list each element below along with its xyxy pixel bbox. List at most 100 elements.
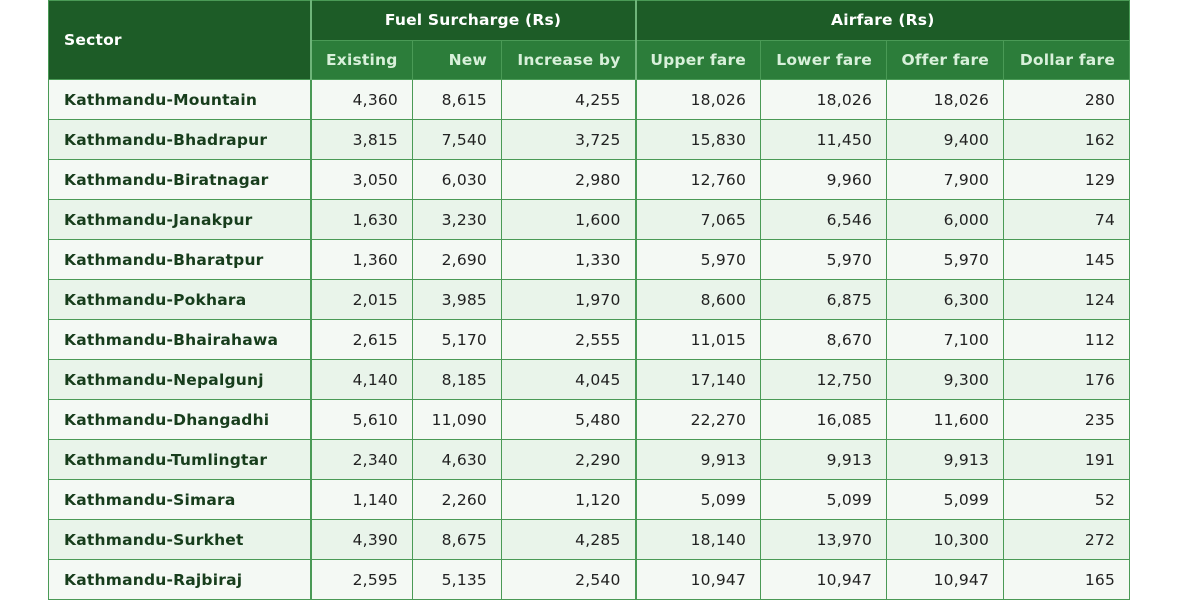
existing-cell: 2,615 [310,319,413,360]
upper-fare-cell: 18,140 [635,519,762,560]
dollar-fare-cell: 162 [1003,119,1131,160]
increase-cell: 1,600 [500,199,637,240]
column-header-increase-by: Increase by [500,39,637,80]
new-cell: 4,630 [412,439,502,480]
increase-cell: 2,980 [500,159,637,200]
sector-cell: Kathmandu-Dhangadhi [48,399,312,440]
table-row: Kathmandu-Tumlingtar 2,340 4,630 2,290 9,913… [48,439,1131,480]
table-body: Kathmandu-Mountain 4,360 8,615 4,255 18,026 1… [48,79,1131,600]
table-header: Sector Fuel Surcharge (Rs) Airfare (Rs) … [48,0,1131,80]
table-row: Kathmandu-Simara 1,140 2,260 1,120 5,099 5,09… [48,479,1131,520]
lower-fare-cell: 10,947 [760,559,888,600]
upper-fare-cell: 11,015 [635,319,762,360]
table-row: Kathmandu-Surkhet 4,390 8,675 4,285 18,140 13… [48,519,1131,560]
offer-fare-cell: 9,300 [886,359,1005,400]
lower-fare-cell: 13,970 [760,519,888,560]
dollar-fare-cell: 129 [1003,159,1131,200]
offer-fare-cell: 18,026 [886,79,1005,120]
column-header-upper-fare: Upper fare [635,39,762,80]
sector-cell: Kathmandu-Bhairahawa [48,319,312,360]
dollar-fare-cell: 191 [1003,439,1131,480]
lower-fare-cell: 18,026 [760,79,888,120]
existing-cell: 2,015 [310,279,413,320]
sector-cell: Kathmandu-Pokhara [48,279,312,320]
table-row: Kathmandu-Bhadrapur 3,815 7,540 3,725 15,830… [48,119,1131,160]
new-cell: 7,540 [412,119,502,160]
existing-cell: 3,050 [310,159,413,200]
upper-fare-cell: 10,947 [635,559,762,600]
upper-fare-cell: 17,140 [635,359,762,400]
sector-cell: Kathmandu-Rajbiraj [48,559,312,600]
increase-cell: 1,330 [500,239,637,280]
upper-fare-cell: 9,913 [635,439,762,480]
upper-fare-cell: 5,099 [635,479,762,520]
lower-fare-cell: 11,450 [760,119,888,160]
sector-cell: Kathmandu-Surkhet [48,519,312,560]
new-cell: 2,690 [412,239,502,280]
new-cell: 3,230 [412,199,502,240]
offer-fare-cell: 5,970 [886,239,1005,280]
increase-cell: 2,290 [500,439,637,480]
offer-fare-cell: 9,913 [886,439,1005,480]
lower-fare-cell: 12,750 [760,359,888,400]
dollar-fare-cell: 145 [1003,239,1131,280]
offer-fare-cell: 7,900 [886,159,1005,200]
new-cell: 8,675 [412,519,502,560]
table-row: Kathmandu-Mountain 4,360 8,615 4,255 18,026 1… [48,79,1131,120]
existing-cell: 4,360 [310,79,413,120]
increase-cell: 4,255 [500,79,637,120]
dollar-fare-cell: 235 [1003,399,1131,440]
upper-fare-cell: 5,970 [635,239,762,280]
increase-cell: 4,285 [500,519,637,560]
lower-fare-cell: 6,875 [760,279,888,320]
existing-cell: 3,815 [310,119,413,160]
offer-fare-cell: 7,100 [886,319,1005,360]
increase-cell: 5,480 [500,399,637,440]
table-row: Kathmandu-Bharatpur 1,360 2,690 1,330 5,970 5… [48,239,1131,280]
column-header-sector: Sector [48,0,312,80]
offer-fare-cell: 6,300 [886,279,1005,320]
dollar-fare-cell: 272 [1003,519,1131,560]
existing-cell: 2,595 [310,559,413,600]
column-header-lower-fare: Lower fare [760,39,888,80]
column-header-existing: Existing [310,39,413,80]
lower-fare-cell: 16,085 [760,399,888,440]
increase-cell: 2,555 [500,319,637,360]
lower-fare-cell: 9,960 [760,159,888,200]
new-cell: 6,030 [412,159,502,200]
dollar-fare-cell: 280 [1003,79,1131,120]
fare-table: Sector Fuel Surcharge (Rs) Airfare (Rs) … [48,0,1131,600]
lower-fare-cell: 5,970 [760,239,888,280]
dollar-fare-cell: 112 [1003,319,1131,360]
sector-cell: Kathmandu-Tumlingtar [48,439,312,480]
upper-fare-cell: 15,830 [635,119,762,160]
upper-fare-cell: 22,270 [635,399,762,440]
new-cell: 5,135 [412,559,502,600]
table-row: Kathmandu-Bhairahawa 2,615 5,170 2,555 11,01… [48,319,1131,360]
increase-cell: 2,540 [500,559,637,600]
offer-fare-cell: 6,000 [886,199,1005,240]
existing-cell: 1,630 [310,199,413,240]
increase-cell: 3,725 [500,119,637,160]
group-header-airfare: Airfare (Rs) [635,0,1131,41]
offer-fare-cell: 10,300 [886,519,1005,560]
increase-cell: 4,045 [500,359,637,400]
lower-fare-cell: 9,913 [760,439,888,480]
dollar-fare-cell: 74 [1003,199,1131,240]
new-cell: 5,170 [412,319,502,360]
sector-cell: Kathmandu-Nepalgunj [48,359,312,400]
offer-fare-cell: 11,600 [886,399,1005,440]
column-header-dollar-fare: Dollar fare [1003,39,1131,80]
offer-fare-cell: 9,400 [886,119,1005,160]
dollar-fare-cell: 165 [1003,559,1131,600]
new-cell: 3,985 [412,279,502,320]
dollar-fare-cell: 124 [1003,279,1131,320]
new-cell: 11,090 [412,399,502,440]
column-header-new: New [412,39,502,80]
table-row: Kathmandu-Nepalgunj 4,140 8,185 4,045 17,140… [48,359,1131,400]
increase-cell: 1,120 [500,479,637,520]
upper-fare-cell: 18,026 [635,79,762,120]
upper-fare-cell: 8,600 [635,279,762,320]
lower-fare-cell: 8,670 [760,319,888,360]
sector-cell: Kathmandu-Janakpur [48,199,312,240]
